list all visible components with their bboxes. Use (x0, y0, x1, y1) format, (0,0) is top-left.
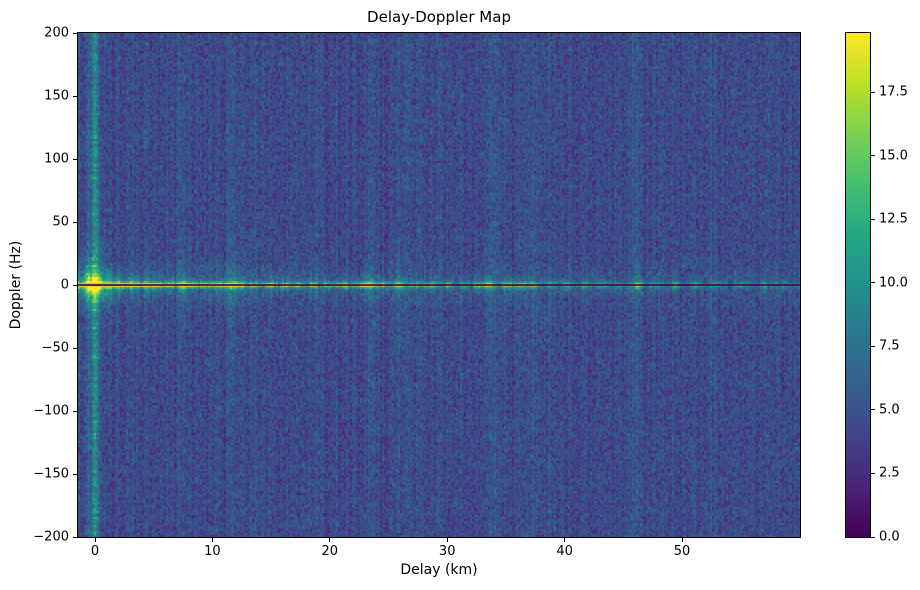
x-tick-label: 40 (556, 544, 573, 559)
y-tick-label: −150 (33, 466, 69, 482)
colorbar-tick-label: 7.5 (879, 338, 900, 354)
colorbar-tick-mark (871, 536, 875, 538)
x-tick-label: 10 (204, 544, 221, 559)
colorbar-tick-label: 0.0 (879, 529, 900, 545)
x-tick-label: 0 (90, 544, 100, 559)
y-tick-label: 200 (44, 25, 69, 41)
y-tick-label: 0 (60, 277, 69, 293)
colorbar (845, 32, 871, 538)
colorbar-tick-mark (871, 409, 875, 411)
colorbar-tick-label: 17.5 (879, 84, 908, 100)
x-tick-label: 20 (321, 544, 339, 559)
x-axis-label: Delay (km) (400, 562, 478, 578)
y-tick-mark (73, 158, 77, 160)
y-tick-label: 150 (44, 88, 69, 104)
colorbar-tick-mark (871, 282, 875, 284)
colorbar-tick-label: 12.5 (879, 211, 908, 227)
delay-doppler-heatmap (78, 33, 800, 537)
y-tick-mark (73, 32, 77, 34)
x-tick-label: 30 (438, 544, 456, 559)
colorbar-tick-label: 10.0 (879, 275, 908, 291)
y-tick-mark (73, 410, 77, 412)
x-tick-mark (564, 538, 566, 542)
x-tick-label: 50 (673, 544, 691, 559)
y-tick-mark (73, 347, 77, 349)
chart-title: Delay-Doppler Map (367, 8, 511, 26)
colorbar-tick-mark (871, 155, 875, 157)
y-tick-mark (73, 221, 77, 223)
x-tick-mark (211, 538, 213, 542)
colorbar-tick-label: 2.5 (879, 465, 900, 481)
y-tick-label: 100 (44, 151, 69, 167)
colorbar-tick-mark (871, 91, 875, 93)
y-tick-mark (73, 536, 77, 538)
colorbar-tick-mark (871, 345, 875, 347)
x-tick-mark (681, 538, 683, 542)
colorbar-tick-mark (871, 218, 875, 220)
x-tick-mark (446, 538, 448, 542)
y-tick-mark (73, 95, 77, 97)
x-tick-mark (94, 538, 96, 542)
y-tick-label: −200 (33, 529, 69, 545)
y-tick-mark (73, 284, 77, 286)
y-tick-mark (73, 473, 77, 475)
x-tick-mark (329, 538, 331, 542)
colorbar-tick-label: 15.0 (879, 148, 908, 164)
y-tick-label: 50 (52, 214, 69, 230)
y-tick-label: −50 (41, 340, 69, 356)
colorbar-tick-label: 5.0 (879, 402, 900, 418)
y-tick-label: −100 (33, 403, 69, 419)
colorbar-tick-mark (871, 472, 875, 474)
plot-area (77, 32, 801, 538)
